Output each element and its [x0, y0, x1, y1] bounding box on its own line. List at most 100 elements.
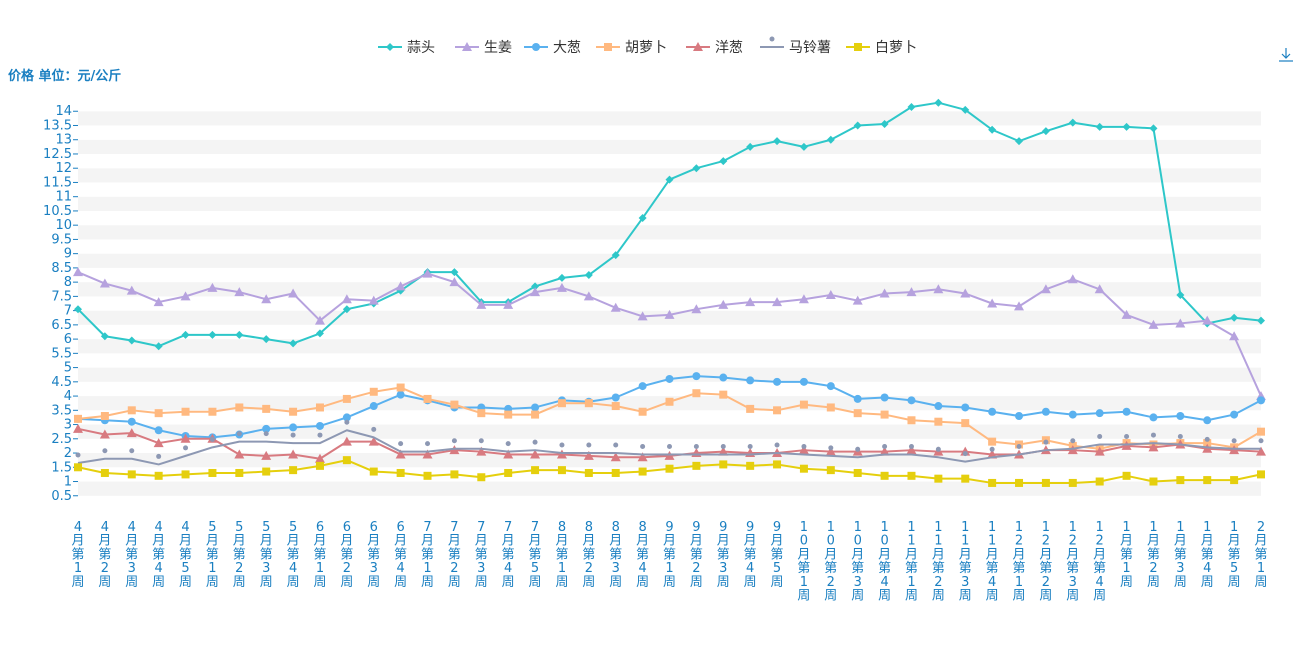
data-point	[610, 452, 621, 462]
data-point	[1016, 443, 1022, 449]
data-point	[1068, 478, 1077, 487]
y-tick-label: 2	[64, 446, 72, 461]
data-point	[1204, 436, 1210, 442]
grid-band	[78, 196, 1261, 211]
data-point	[879, 288, 890, 298]
data-point	[613, 442, 619, 448]
x-tick-label: 8 月第 1 周	[555, 520, 568, 590]
x-tick-label: 4 月第 4 周	[152, 520, 165, 590]
x-tick-label: 1 2 月第 2 周	[1039, 520, 1052, 604]
data-point	[747, 443, 753, 449]
x-tick-label: 5 月第 4 周	[287, 520, 300, 590]
data-point	[395, 449, 406, 459]
data-point	[235, 468, 244, 477]
data-point	[209, 436, 215, 442]
x-tick-label: 8 月第 3 周	[609, 520, 622, 590]
x-tick-label: 1 月第 2 周	[1147, 520, 1160, 590]
data-point	[1177, 433, 1183, 439]
data-point	[1041, 127, 1050, 136]
data-point	[637, 452, 648, 462]
data-point	[208, 330, 217, 339]
legend-item[interactable]: 生姜	[455, 40, 512, 56]
data-point	[1095, 477, 1104, 486]
data-point	[773, 137, 782, 146]
data-point	[638, 382, 647, 391]
data-point	[503, 299, 514, 309]
data-point	[1015, 412, 1024, 421]
legend-item[interactable]: 大葱	[524, 40, 581, 56]
data-point	[100, 332, 109, 341]
x-tick-label: 1 0 月第 4 周	[878, 520, 891, 604]
data-point	[422, 449, 433, 459]
data-point	[450, 400, 459, 409]
data-point	[314, 315, 325, 325]
legend-item[interactable]: 白萝卜	[846, 40, 917, 56]
data-point	[961, 105, 970, 114]
x-tick-label: 1 1 月第 4 周	[986, 520, 999, 604]
data-point	[532, 439, 538, 445]
data-point	[718, 446, 729, 456]
data-point	[1257, 316, 1265, 325]
data-point	[476, 299, 487, 309]
data-point	[505, 441, 511, 447]
data-point	[882, 443, 888, 449]
legend-item[interactable]: 胡萝卜	[596, 40, 667, 56]
grid-band	[78, 267, 1261, 283]
data-point	[557, 273, 566, 282]
y-tick-label: 9	[64, 247, 72, 262]
data-point	[906, 287, 917, 297]
data-point	[692, 461, 701, 470]
grid-band	[78, 153, 1261, 169]
data-point	[1150, 432, 1156, 438]
data-point	[100, 412, 109, 421]
data-point	[371, 426, 377, 432]
x-tick-label: 9 月第 2 周	[690, 520, 703, 590]
data-point	[449, 277, 460, 287]
legend-marker	[462, 42, 472, 51]
y-tick-label: 12.5	[43, 147, 72, 162]
data-point	[450, 268, 459, 277]
y-tick-label: 7	[64, 304, 72, 319]
y-tick-label: 3.5	[51, 403, 72, 418]
data-point	[611, 468, 620, 477]
data-point	[853, 468, 862, 477]
data-point	[99, 278, 110, 288]
series-马铃薯	[75, 419, 1264, 466]
data-point	[1148, 442, 1159, 452]
legend-item[interactable]: 洋葱	[686, 40, 743, 56]
data-point	[853, 121, 862, 130]
data-point	[665, 397, 674, 406]
data-point	[1124, 433, 1130, 439]
data-point	[1176, 476, 1185, 485]
data-point	[826, 403, 835, 412]
data-point	[988, 407, 997, 416]
data-point	[879, 446, 890, 456]
data-point	[531, 403, 540, 412]
legend-item[interactable]: 蒜头	[378, 40, 435, 56]
data-point	[451, 438, 457, 444]
data-point	[1040, 284, 1051, 294]
data-point	[799, 400, 808, 409]
data-point	[1176, 290, 1185, 299]
data-point	[557, 466, 566, 475]
data-point	[1041, 478, 1050, 487]
data-point	[1203, 476, 1212, 485]
data-point	[153, 297, 164, 307]
data-point	[129, 448, 135, 454]
data-point	[1094, 446, 1105, 456]
y-tick-label: 3	[64, 418, 72, 433]
legend-item[interactable]: 马铃薯	[760, 36, 831, 57]
data-point	[342, 305, 351, 314]
data-point	[126, 428, 137, 438]
data-point	[584, 468, 593, 477]
y-tick-label: 6	[64, 332, 72, 347]
grid-band	[78, 453, 1261, 468]
download-icon[interactable]	[1279, 48, 1293, 62]
grid-band	[78, 139, 1261, 154]
series-白萝卜	[74, 456, 1265, 487]
data-point	[369, 467, 378, 476]
x-tick-label: 9 月第 3 周	[717, 520, 730, 590]
data-point	[288, 449, 299, 459]
grid-band	[78, 182, 1261, 197]
data-point	[1202, 315, 1213, 325]
